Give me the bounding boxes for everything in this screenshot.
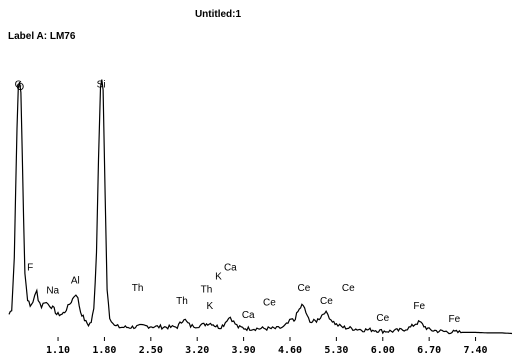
x-tick-label: 5.30 bbox=[324, 345, 348, 356]
x-tick-label: 6.70 bbox=[417, 345, 441, 356]
peak-label: Ce bbox=[376, 313, 389, 324]
peak-label: O bbox=[16, 82, 24, 93]
peak-label: Ca bbox=[224, 263, 237, 274]
spectrum-series bbox=[8, 79, 513, 335]
peak-label: Ce bbox=[298, 283, 311, 294]
sample-label: Label A: LM76 bbox=[8, 31, 76, 42]
peak-label: K bbox=[206, 301, 213, 312]
x-tick-label: 3.90 bbox=[232, 345, 256, 356]
peak-label: Fe bbox=[449, 314, 461, 325]
peak-label: Ca bbox=[242, 310, 255, 321]
peak-label: Ce bbox=[263, 297, 276, 308]
peak-label: K bbox=[215, 272, 222, 283]
spectrum-line bbox=[8, 79, 513, 335]
x-tick-label: 7.40 bbox=[464, 345, 488, 356]
peak-label: Th bbox=[132, 283, 144, 294]
peak-label: Ce bbox=[320, 296, 333, 307]
peak-label: C bbox=[15, 79, 22, 90]
x-axis: 1.10 1.80 2.50 3.20 3.90 4.60 5.30 6.00 6.70 7.40 bbox=[46, 337, 488, 356]
peak-label: Th bbox=[201, 284, 213, 295]
peak-label: Fe bbox=[413, 301, 425, 312]
peak-label: Na bbox=[46, 286, 59, 297]
x-tick-label: 3.20 bbox=[185, 345, 209, 356]
x-tick-label: 1.80 bbox=[92, 345, 116, 356]
x-tick-label: 4.60 bbox=[278, 345, 302, 356]
peak-label: Ce bbox=[342, 283, 355, 294]
window-title: Untitled:1 bbox=[194, 9, 242, 20]
x-tick-label: 2.50 bbox=[139, 345, 163, 356]
peak-label: Si bbox=[97, 79, 106, 90]
peak-label: F bbox=[27, 263, 33, 274]
x-tick-label: 1.10 bbox=[46, 345, 70, 356]
peak-label: Th bbox=[176, 296, 188, 307]
peak-label: Al bbox=[71, 275, 80, 286]
x-tick-label: 6.00 bbox=[371, 345, 395, 356]
